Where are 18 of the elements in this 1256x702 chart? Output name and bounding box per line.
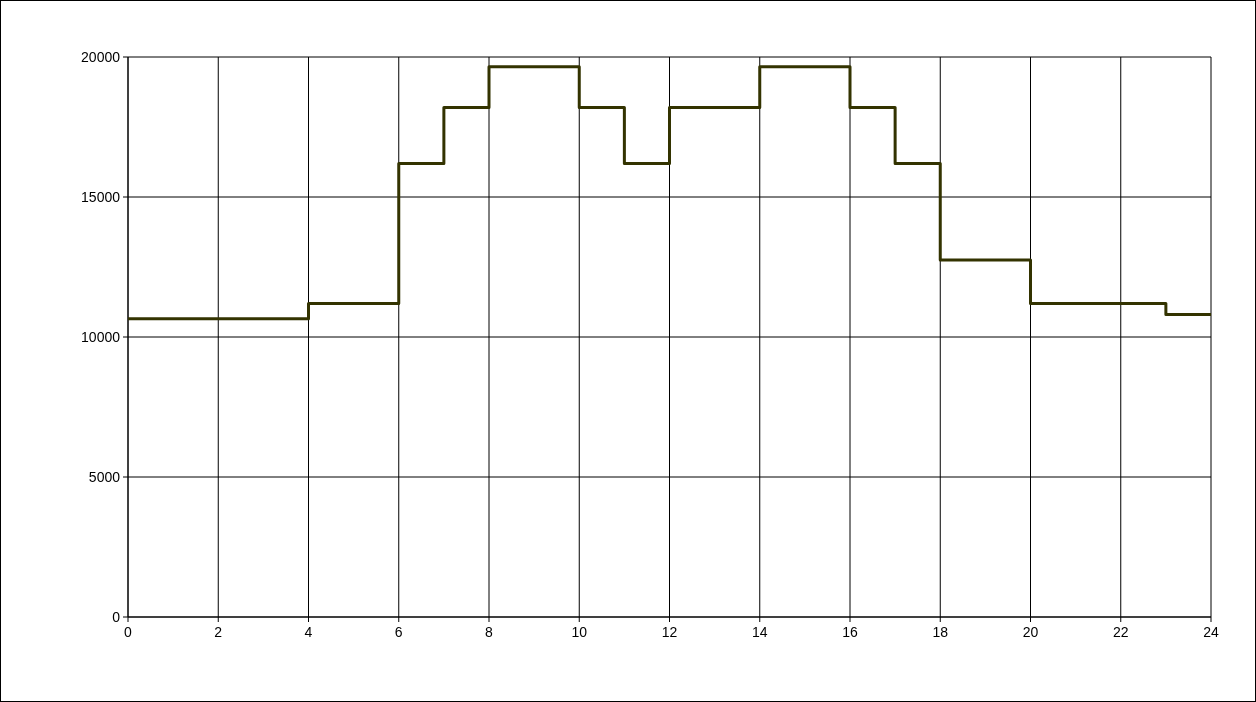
- x-tick-label: 12: [661, 624, 678, 640]
- x-tick-label: 16: [842, 624, 858, 640]
- y-tick-label: 20000: [81, 48, 121, 65]
- x-tick-label: 20: [1022, 624, 1039, 640]
- x-tick-label: 22: [1112, 624, 1129, 640]
- x-tick-label: 6: [394, 624, 403, 640]
- x-tick-label: 4: [304, 624, 313, 640]
- y-tick-label: 5000: [88, 468, 121, 485]
- y-tick-label: 10000: [81, 328, 121, 345]
- x-tick-label: 0: [124, 624, 133, 640]
- y-tick-label: 15000: [81, 188, 121, 205]
- x-tick-label: 24: [1203, 624, 1219, 640]
- x-tick-label: 18: [932, 624, 949, 640]
- x-tick-label: 8: [485, 624, 494, 640]
- x-tick-label: 2: [214, 624, 223, 640]
- y-tick-label: 0: [112, 608, 121, 625]
- x-tick-label: 10: [571, 624, 588, 640]
- x-tick-label: 14: [751, 624, 768, 640]
